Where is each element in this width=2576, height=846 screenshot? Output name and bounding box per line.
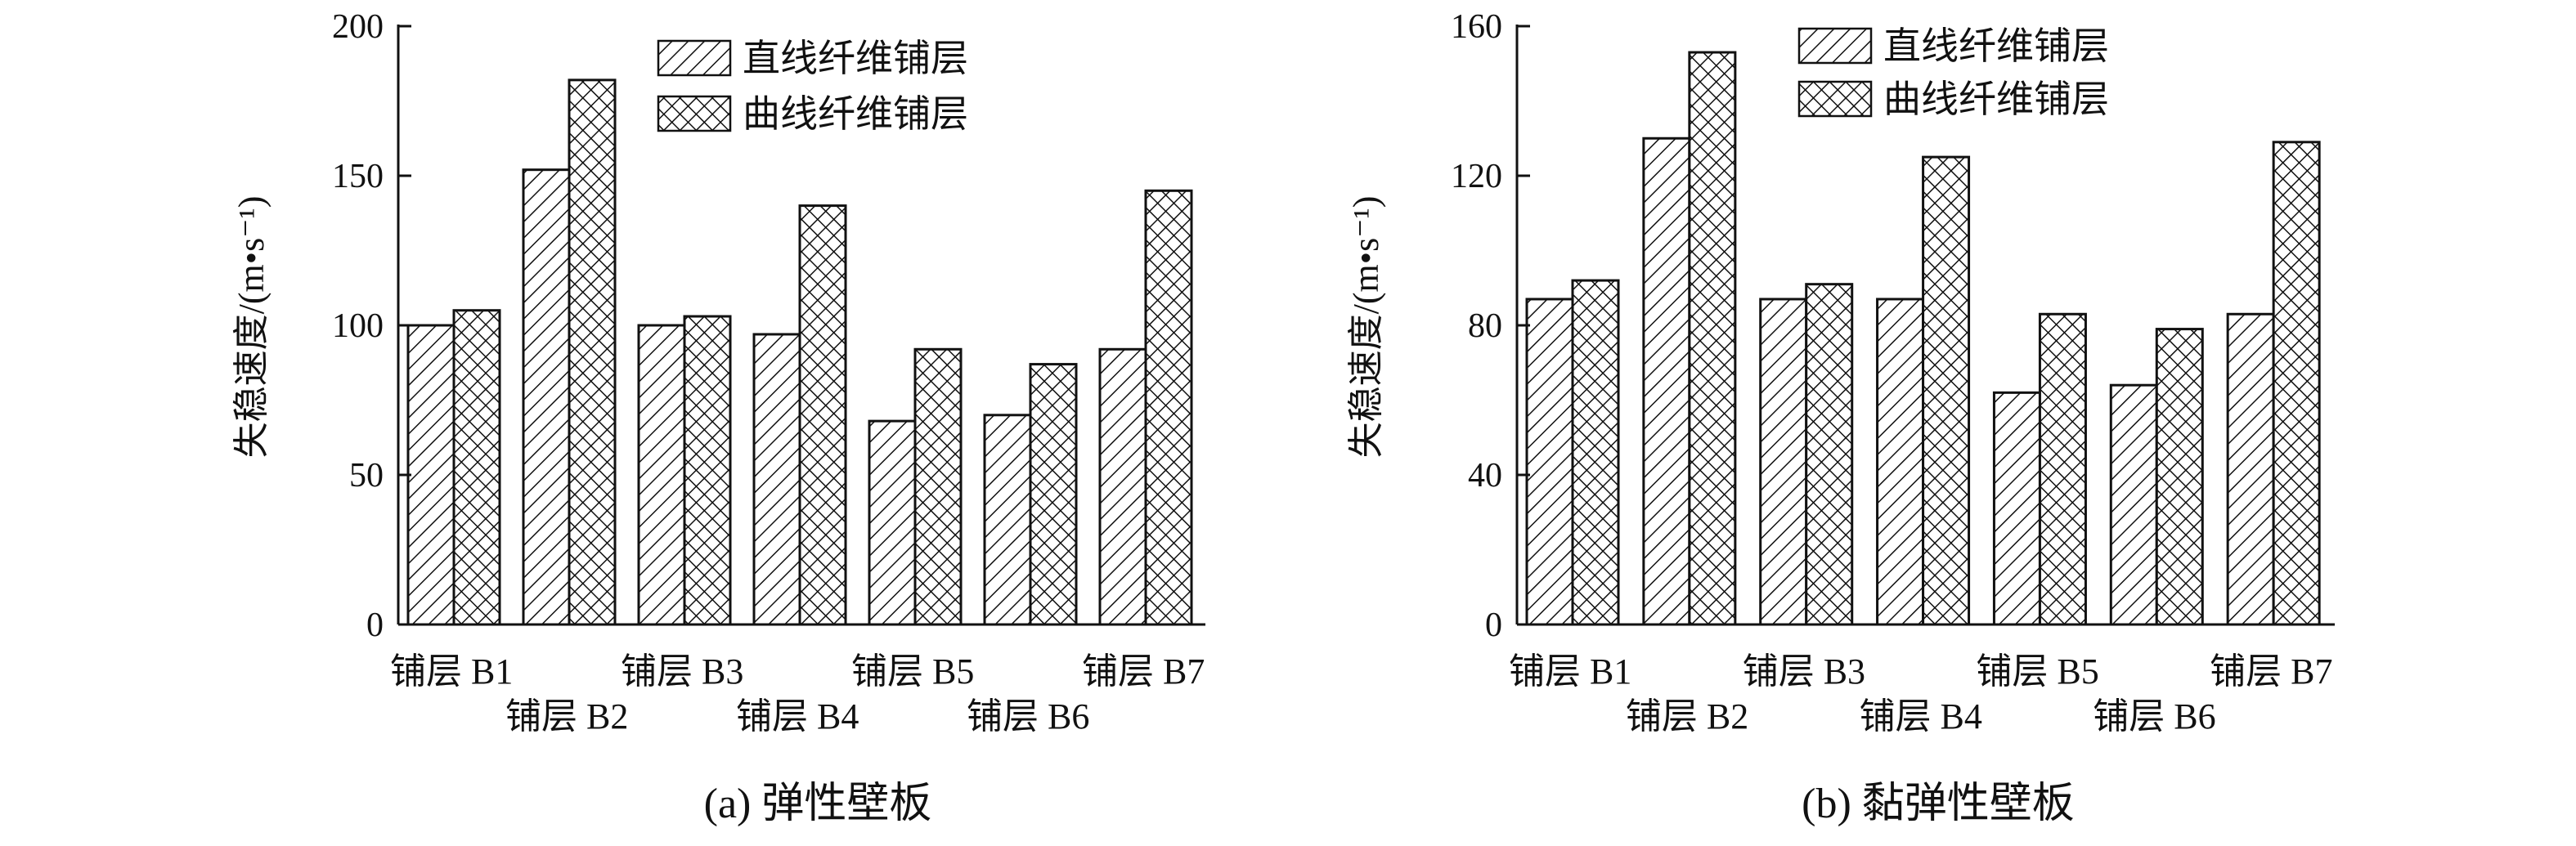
legend: 直线纤维铺层 曲线纤维铺层 bbox=[1797, 25, 2109, 120]
bars-group bbox=[406, 78, 1193, 626]
category-label: 铺层 B2 bbox=[505, 696, 628, 736]
category-label: 铺层 B6 bbox=[2093, 696, 2215, 736]
y-tick-label: 150 bbox=[332, 158, 384, 195]
bar-straight-3 bbox=[1759, 298, 1808, 626]
category-label: 铺层 B3 bbox=[621, 651, 743, 692]
category-label: 铺层 B1 bbox=[390, 651, 513, 692]
bar-straight-6 bbox=[2109, 383, 2158, 626]
bar-straight-2 bbox=[522, 168, 571, 626]
bar-curved-7 bbox=[1144, 189, 1193, 626]
legend-swatch-curved bbox=[1797, 80, 1873, 118]
bar-curved-2 bbox=[568, 78, 617, 626]
category-label: 铺层 B5 bbox=[1976, 651, 2098, 692]
y-ticks-group: 0 40 80 120 160 bbox=[1451, 8, 1530, 644]
bar-curved-3 bbox=[683, 315, 732, 626]
legend-swatch-curved bbox=[657, 95, 732, 132]
bar-curved-4 bbox=[798, 204, 847, 626]
bar-curved-5 bbox=[2038, 312, 2087, 626]
bar-curved-4 bbox=[1922, 155, 1971, 626]
category-label: 铺层 B7 bbox=[1082, 651, 1205, 692]
bar-straight-2 bbox=[1642, 137, 1691, 626]
bar-curved-5 bbox=[913, 347, 963, 626]
bar-straight-1 bbox=[406, 324, 456, 626]
y-axis-label: 失稳速度/(m•s⁻¹) bbox=[231, 196, 272, 459]
bar-curved-1 bbox=[452, 309, 501, 626]
y-ticks-group: 0 50 100 150 200 bbox=[332, 8, 411, 644]
bar-straight-7 bbox=[1098, 347, 1147, 626]
bar-straight-1 bbox=[1525, 298, 1574, 626]
y-tick-label: 120 bbox=[1451, 158, 1502, 195]
legend-swatch-straight bbox=[1797, 27, 1873, 65]
panel-caption: (a) 弹性壁板 bbox=[704, 781, 932, 827]
bar-straight-6 bbox=[983, 414, 1032, 626]
legend-swatch-straight bbox=[657, 39, 732, 77]
y-tick-label: 0 bbox=[366, 607, 384, 644]
category-label: 铺层 B1 bbox=[1509, 651, 1631, 692]
category-label: 铺层 B2 bbox=[1626, 696, 1748, 736]
y-tick-label: 40 bbox=[1468, 457, 1502, 495]
bar-straight-3 bbox=[637, 324, 686, 626]
y-tick-label: 80 bbox=[1468, 307, 1502, 345]
bar-curved-1 bbox=[1571, 279, 1620, 626]
y-tick-label: 160 bbox=[1451, 8, 1502, 46]
category-label: 铺层 B6 bbox=[967, 696, 1089, 736]
bar-straight-7 bbox=[2226, 312, 2275, 626]
category-label: 铺层 B7 bbox=[2210, 651, 2332, 692]
legend-label-curved: 曲线纤维铺层 bbox=[1883, 78, 2109, 120]
panel-caption: (b) 黏弹性壁板 bbox=[1802, 781, 2075, 827]
y-tick-label: 200 bbox=[332, 8, 384, 46]
bars-group bbox=[1525, 51, 2321, 626]
bar-straight-5 bbox=[868, 419, 917, 626]
category-label: 铺层 B4 bbox=[1860, 696, 1982, 736]
bar-curved-3 bbox=[1805, 283, 1854, 626]
category-label: 铺层 B3 bbox=[1743, 651, 1865, 692]
y-axis-label: 失稳速度/(m•s⁻¹) bbox=[1346, 196, 1386, 459]
bar-curved-6 bbox=[2155, 328, 2204, 626]
bar-curved-2 bbox=[1688, 51, 1737, 626]
bar-straight-4 bbox=[1876, 298, 1925, 626]
category-label: 铺层 B5 bbox=[851, 651, 974, 692]
legend: 直线纤维铺层 曲线纤维铺层 bbox=[657, 38, 968, 135]
bar-curved-7 bbox=[2272, 141, 2321, 626]
legend-label-curved: 曲线纤维铺层 bbox=[743, 93, 968, 135]
y-tick-label: 50 bbox=[349, 457, 384, 495]
bar-straight-4 bbox=[752, 333, 801, 626]
legend-label-straight: 直线纤维铺层 bbox=[1883, 25, 2109, 67]
y-tick-label: 100 bbox=[332, 307, 384, 345]
bar-curved-6 bbox=[1029, 363, 1078, 626]
bar-straight-5 bbox=[1992, 391, 2041, 626]
y-tick-label: 0 bbox=[1485, 607, 1502, 644]
category-label: 铺层 B4 bbox=[736, 696, 859, 736]
legend-label-straight: 直线纤维铺层 bbox=[743, 38, 968, 79]
